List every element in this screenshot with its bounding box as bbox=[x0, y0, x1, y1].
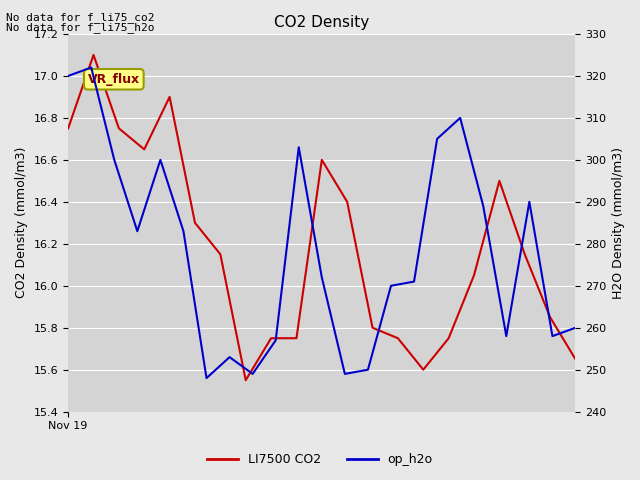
Y-axis label: CO2 Density (mmol/m3): CO2 Density (mmol/m3) bbox=[15, 147, 28, 299]
X-axis label: Time: Time bbox=[560, 431, 591, 444]
Title: CO2 Density: CO2 Density bbox=[274, 15, 369, 30]
Text: No data for f_li75_h2o: No data for f_li75_h2o bbox=[6, 22, 155, 33]
Text: No data for f_li75_co2: No data for f_li75_co2 bbox=[6, 12, 155, 23]
Legend: LI7500 CO2, op_h2o: LI7500 CO2, op_h2o bbox=[202, 448, 438, 471]
Text: VR_flux: VR_flux bbox=[88, 73, 140, 86]
Y-axis label: H2O Density (mmol/m3): H2O Density (mmol/m3) bbox=[612, 147, 625, 299]
